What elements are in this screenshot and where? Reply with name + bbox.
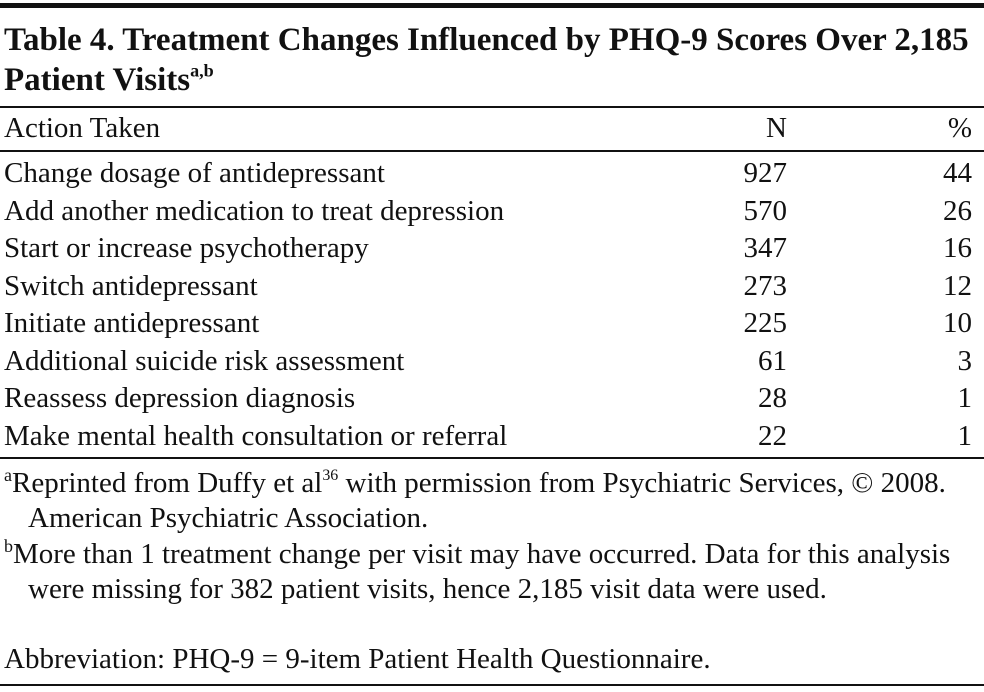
table-row: Switch antidepressant 273 12: [0, 268, 984, 305]
table-cell: 570: [743, 194, 788, 227]
table-cell: 44: [943, 157, 972, 189]
table-cell: 927: [743, 157, 788, 189]
table-cell: 26: [943, 194, 972, 227]
header-rule: [0, 150, 984, 152]
table-cell: 1: [957, 419, 973, 452]
footnote-marker: a: [4, 465, 12, 486]
table-row: Initiate antidepressant 225 10: [0, 305, 984, 342]
table-cell: 273: [743, 269, 788, 302]
body-rule: [0, 457, 984, 459]
table-cell: 3: [957, 344, 973, 377]
table-cell: Reassess depression diagnosis: [4, 382, 356, 414]
table-cell: Start or increase psychotherapy: [4, 232, 369, 264]
table-cell: 22: [758, 419, 787, 452]
footnote-marker: b: [4, 536, 13, 557]
table-cell: 28: [758, 382, 787, 414]
header-cell: Action Taken: [4, 112, 161, 144]
header-cell: %: [947, 112, 972, 144]
footnote: bMore than 1 treatment change per visit …: [4, 537, 984, 607]
table-cell: Initiate antidepressant: [4, 307, 260, 339]
table-cell: Change dosage of antidepressant: [4, 157, 385, 189]
footnote-text: with permission from Psychiatric Service…: [28, 467, 946, 534]
top-rule: [0, 3, 984, 8]
table-title: Table 4. Treatment Changes Influenced by…: [4, 20, 974, 100]
bottom-rule: [0, 684, 984, 686]
footnote-text: More than 1 treatment change per visit m…: [12, 538, 951, 605]
table-row: Start or increase psychotherapy 347 16: [0, 230, 984, 267]
table-row: Additional suicide risk assessment 61 3: [0, 343, 984, 380]
table-cell: 12: [943, 269, 972, 302]
table-row: Make mental health consultation or refer…: [0, 418, 984, 455]
title-rule: [0, 106, 984, 108]
footnote-text: Reprinted from Duffy et al: [11, 467, 323, 499]
table-cell: 1: [957, 382, 973, 414]
header-row: Action Taken N %: [0, 110, 984, 147]
table-cell: Make mental health consultation or refer…: [4, 419, 508, 452]
table-row: Reassess depression diagnosis 28 1: [0, 380, 984, 417]
reference: 36: [322, 467, 339, 485]
table-cell: Additional suicide risk assessment: [4, 344, 405, 377]
title-text: Table 4. Treatment Changes Influenced by…: [4, 22, 969, 98]
table-cell: 16: [943, 232, 972, 264]
table-cell: 347: [743, 232, 788, 264]
table-cell: Switch antidepressant: [4, 269, 258, 302]
table-row: Change dosage of antidepressant 927 44: [0, 155, 984, 192]
table-cell: 10: [943, 307, 972, 339]
abbreviation: Abbreviation: PHQ-9 = 9-item Patient Hea…: [4, 643, 711, 675]
table-cell: 61: [758, 344, 787, 377]
table-cell: 225: [743, 307, 788, 339]
header-cell: N: [766, 112, 787, 144]
table-cell: Add another medication to treat depressi…: [4, 194, 505, 227]
table-row: Add another medication to treat depressi…: [0, 193, 984, 230]
title-superscript: a,b: [190, 60, 214, 81]
footnote: aReprinted from Duffy et al36 with permi…: [4, 466, 984, 536]
